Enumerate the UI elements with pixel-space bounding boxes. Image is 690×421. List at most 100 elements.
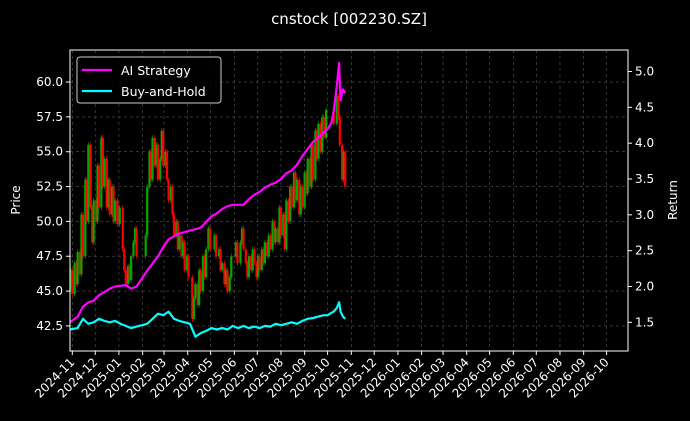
candle-body xyxy=(337,95,340,117)
candle-body xyxy=(96,165,99,222)
price-tick-label: 60.0 xyxy=(36,75,63,89)
plot-frame xyxy=(69,49,629,352)
candle-body xyxy=(236,242,239,264)
candle-body xyxy=(266,242,269,257)
candle-body xyxy=(133,228,137,243)
candle-body xyxy=(305,172,308,194)
candle-body xyxy=(213,235,216,250)
candle-body xyxy=(191,277,194,319)
candle-body xyxy=(314,130,317,180)
candle-body xyxy=(71,270,74,294)
y-axis-label: Price xyxy=(9,185,23,214)
candle-body xyxy=(156,144,160,180)
series-line-buy-and-hold xyxy=(69,301,346,338)
candle-body xyxy=(118,207,121,225)
candle-body xyxy=(242,228,245,250)
price-tick-label: 47.5 xyxy=(36,249,63,263)
candle-body xyxy=(223,263,226,285)
candle-body xyxy=(226,270,229,292)
candle-body xyxy=(185,256,189,271)
candle-body xyxy=(221,263,224,271)
candle-body xyxy=(160,130,163,159)
candle-body xyxy=(287,200,290,222)
candle-body xyxy=(246,263,249,278)
candle-body xyxy=(171,186,174,215)
legend-label-ai-strategy: AI Strategy xyxy=(121,63,191,78)
candle-body xyxy=(121,207,124,250)
return-lines xyxy=(69,61,347,338)
candle-body xyxy=(303,172,306,208)
candle-body xyxy=(282,214,285,236)
candle-body xyxy=(100,137,103,208)
candle-body xyxy=(75,263,78,285)
price-tick-label: 50.0 xyxy=(36,214,63,228)
candle-body xyxy=(255,263,258,278)
price-tick-label: 57.5 xyxy=(36,110,63,124)
candle-body xyxy=(239,242,242,264)
candle-body xyxy=(262,249,265,264)
candle-body xyxy=(240,228,244,243)
candle-body xyxy=(335,95,338,124)
candle-body xyxy=(253,249,256,264)
chart-title: cnstock [002230.SZ] xyxy=(271,10,427,28)
candle-body xyxy=(214,235,218,257)
candle-body xyxy=(169,186,172,201)
candle-body xyxy=(108,179,111,215)
candle-body xyxy=(148,151,151,187)
candle-body xyxy=(183,242,186,271)
candle-body xyxy=(149,151,153,180)
candle-body xyxy=(342,151,345,180)
candle-body xyxy=(310,144,313,187)
return-tick-label: 5.0 xyxy=(635,65,654,79)
candle-body xyxy=(294,172,297,201)
candle-body xyxy=(196,284,199,306)
candle-body xyxy=(324,109,328,138)
legend: AI Strategy Buy-and-Hold xyxy=(76,56,222,104)
candle-body xyxy=(224,270,228,285)
candle-body xyxy=(89,144,92,208)
candle-body xyxy=(289,186,292,222)
return-tick-label: 4.0 xyxy=(635,136,654,150)
candle-body xyxy=(203,256,206,278)
candle-body xyxy=(256,256,260,278)
candle-body xyxy=(322,116,325,138)
candle-body xyxy=(279,207,283,236)
candle-body xyxy=(110,186,114,215)
candle-body xyxy=(317,123,320,159)
candle-body xyxy=(344,151,347,187)
candle-body xyxy=(124,270,127,285)
series-line-ai-strategy xyxy=(69,61,347,324)
price-axis: 42.5 45.0 47.5 50.0 52.5 55.0 57.5 60.0 xyxy=(36,75,70,333)
candle-body xyxy=(267,235,270,257)
candle-body xyxy=(332,109,335,124)
candle-body xyxy=(278,207,281,243)
candle-body xyxy=(178,235,181,250)
candle-body xyxy=(271,221,274,250)
candle-body xyxy=(263,242,267,264)
candle-body xyxy=(199,270,202,292)
candle-body xyxy=(272,221,276,243)
return-tick-label: 4.5 xyxy=(635,100,654,114)
candle-body xyxy=(341,144,344,180)
price-tick-label: 45.0 xyxy=(36,284,63,298)
candle-body xyxy=(338,116,341,145)
candle-body xyxy=(299,186,302,215)
candle-body xyxy=(112,186,115,222)
candle-body xyxy=(76,252,79,285)
candle-body xyxy=(292,172,296,208)
candle-body xyxy=(172,214,176,236)
candle-body xyxy=(295,179,299,201)
candle-body xyxy=(298,179,301,215)
candle-body xyxy=(116,200,119,225)
candle-body xyxy=(207,228,210,250)
candle-body xyxy=(85,179,88,222)
candle-body xyxy=(230,256,233,278)
candle-body xyxy=(306,158,309,194)
candle-body xyxy=(234,242,237,257)
candle-body xyxy=(151,137,154,180)
return-axis: 1.5 2.0 2.5 3.0 3.5 4.0 4.5 5.0 xyxy=(628,65,654,329)
candle-body xyxy=(208,228,211,250)
candle-body xyxy=(204,249,208,278)
candle-body xyxy=(84,179,87,257)
